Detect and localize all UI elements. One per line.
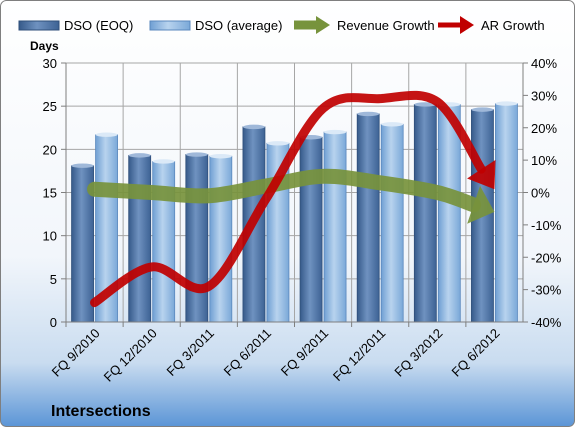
y2-tick-label: 40% (531, 56, 557, 71)
bar-top-dso-eoq (471, 107, 494, 112)
bar-top-dso-eoq (414, 102, 437, 107)
y-tick-label: 5 (50, 272, 57, 287)
bar-top-dso-average (95, 132, 118, 137)
bar-dso-eoq (356, 113, 380, 323)
legend-revenue-arrow-icon (316, 16, 330, 34)
bar-dso-eoq (413, 104, 437, 323)
bar-dso-eoq (299, 136, 323, 323)
y-tick-label: 15 (43, 186, 57, 201)
bar-top-dso-eoq (128, 153, 151, 158)
bar-dso-average (437, 104, 461, 323)
legend-label: DSO (average) (195, 18, 282, 33)
chart-title: Intersections (51, 403, 151, 420)
y2-tick-label: -10% (531, 218, 562, 233)
y-tick-label: 25 (43, 99, 57, 114)
bar-dso-average (323, 131, 347, 323)
ar-growth-arrowhead (467, 159, 496, 190)
revenue-growth-line (87, 168, 482, 213)
y2-tick-label: -40% (531, 315, 562, 330)
bar-top-dso-average (495, 101, 518, 106)
bar-dso-eoq (128, 154, 152, 323)
ar-growth-line (90, 90, 486, 308)
y-tick-label: 0 (50, 315, 57, 330)
bar-top-dso-average (209, 154, 232, 159)
bar-top-dso-average (324, 129, 347, 135)
y-tick-label: 20 (43, 142, 57, 157)
y2-tick-label: -30% (531, 283, 562, 298)
bar-top-dso-eoq (242, 124, 265, 130)
y-tick-label: 30 (43, 56, 57, 71)
bar-dso-average (209, 155, 233, 323)
y-axis-label: Days (30, 39, 59, 53)
bar-top-dso-eoq (357, 111, 380, 117)
bar-dso-average (495, 103, 518, 323)
bar-top-dso-eoq (71, 163, 94, 168)
legend-label: AR Growth (481, 18, 545, 33)
y2-tick-label: 30% (531, 88, 557, 103)
y2-tick-label: 20% (531, 121, 557, 136)
legend-swatch-dso-average (149, 20, 191, 31)
legend-swatch-dso-eoq (18, 20, 60, 31)
bar-top-dso-average (266, 141, 289, 146)
revenue-growth-arrowhead (467, 185, 495, 224)
bar-dso-average (380, 123, 404, 323)
y2-tick-label: 10% (531, 153, 557, 168)
y-tick-label: 10 (43, 229, 57, 244)
legend-label: Revenue Growth (337, 18, 435, 33)
legend: DSO (EOQ) DSO (average) Revenue Growth AR G… (18, 16, 545, 34)
bar-top-dso-eoq (185, 152, 208, 157)
arrows (87, 90, 496, 308)
legend-ar-arrow-icon (460, 16, 474, 34)
bar-top-dso-average (381, 122, 404, 127)
bar-top-dso-average (152, 159, 175, 164)
legend-label: DSO (EOQ) (64, 18, 133, 33)
y2-tick-label: 0% (531, 186, 550, 201)
y2-tick-label: -20% (531, 250, 562, 265)
bar-dso-eoq (185, 154, 209, 323)
